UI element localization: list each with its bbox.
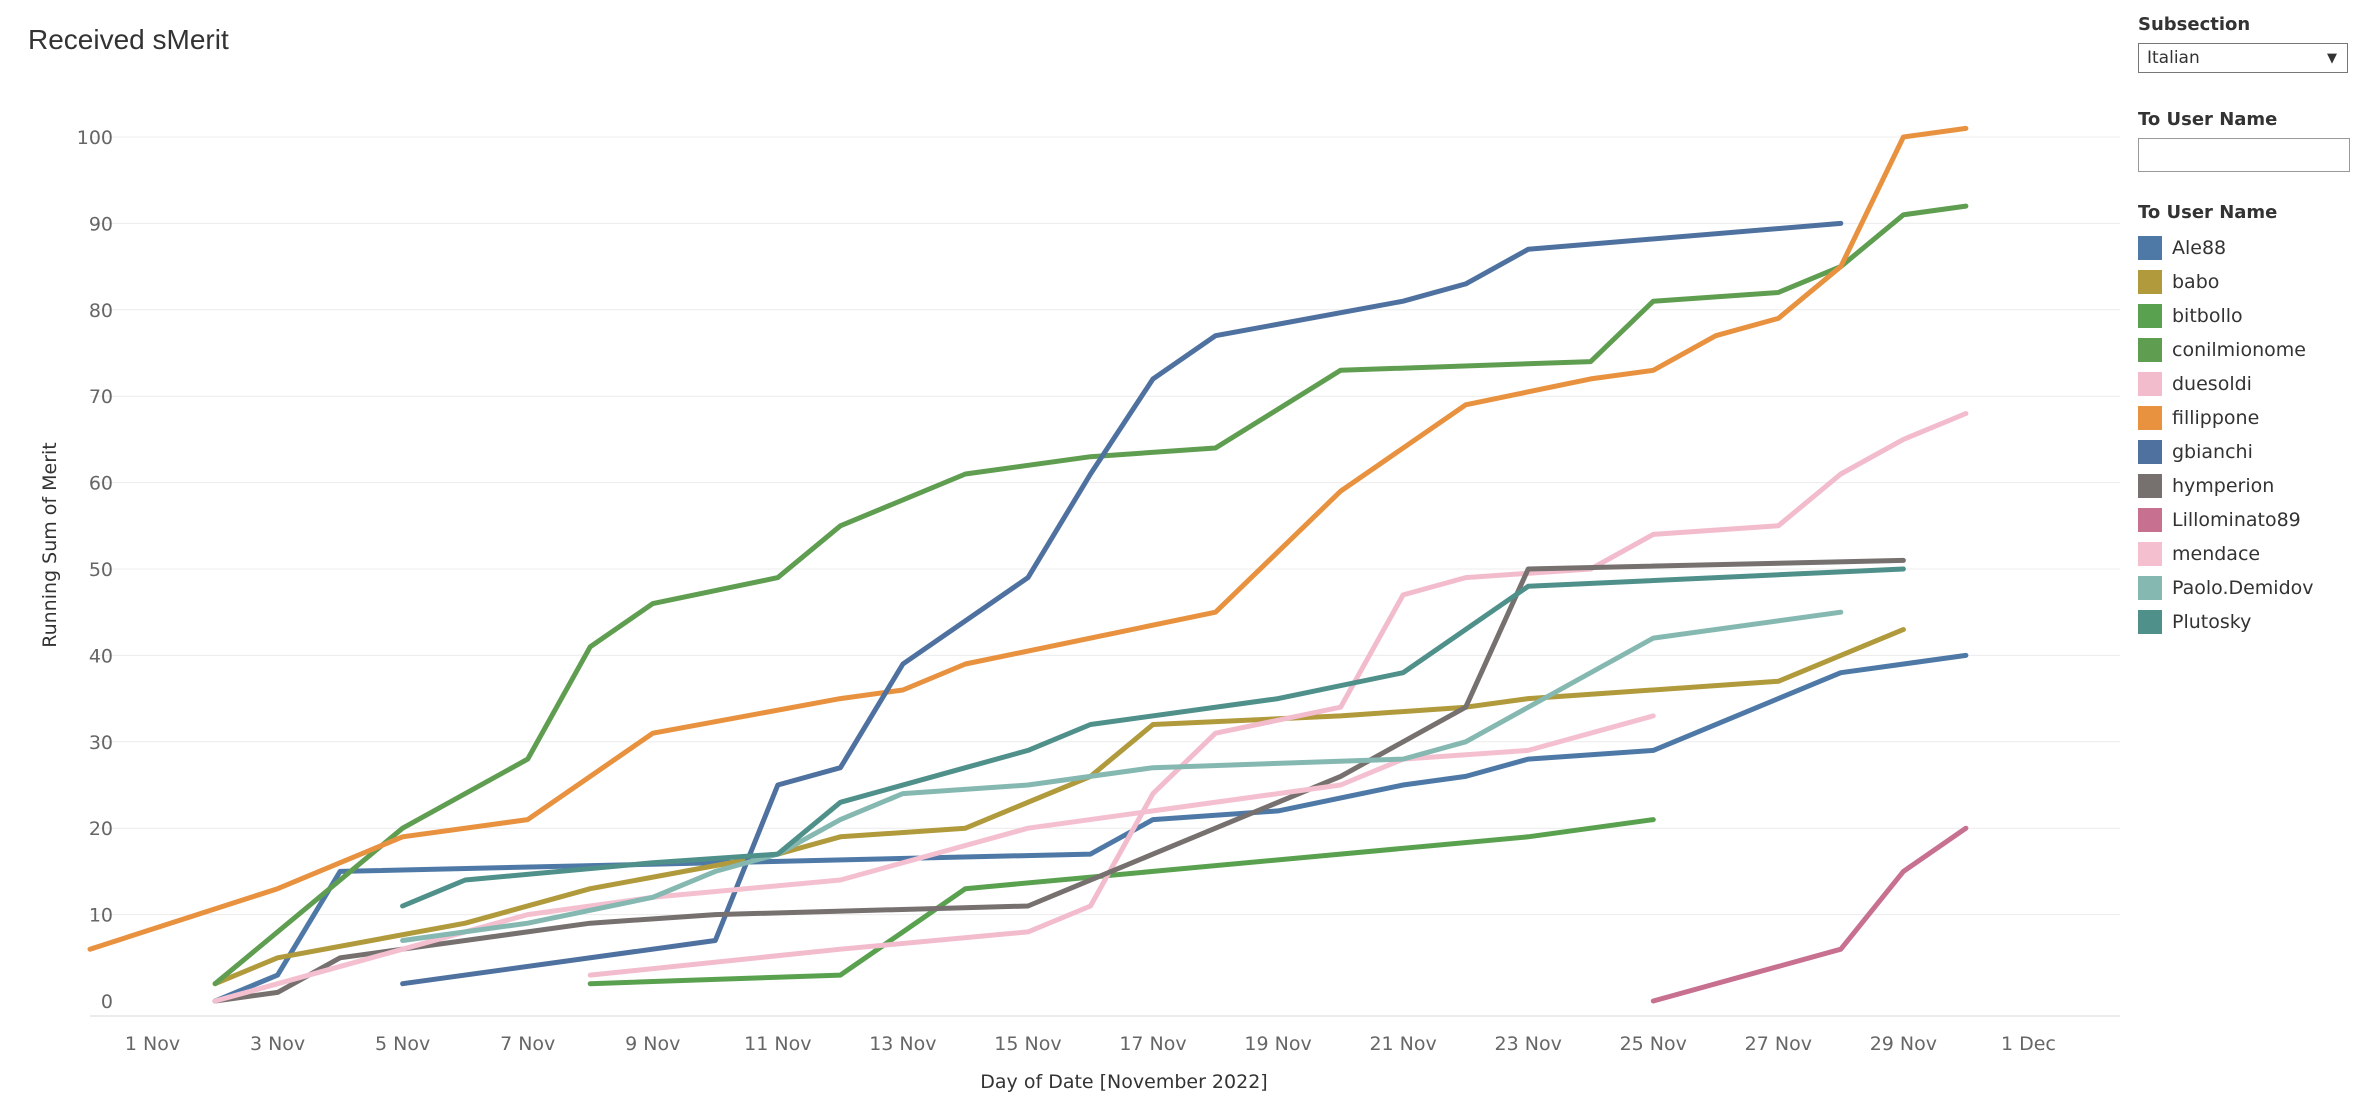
legend-title: To User Name bbox=[2138, 202, 2278, 223]
legend-item[interactable]: babo bbox=[2138, 265, 2358, 299]
user-search-label: To User Name bbox=[2138, 109, 2278, 130]
x-tick-label: 7 Nov bbox=[500, 1033, 555, 1055]
x-tick-label: 15 Nov bbox=[994, 1033, 1061, 1055]
x-tick-label: 25 Nov bbox=[1620, 1033, 1687, 1055]
user-search-input[interactable] bbox=[2138, 138, 2350, 172]
legend-swatch bbox=[2138, 542, 2162, 566]
legend-item[interactable]: duesoldi bbox=[2138, 367, 2358, 401]
x-tick-label: 29 Nov bbox=[1870, 1033, 1937, 1055]
legend-label: fillippone bbox=[2172, 407, 2260, 429]
legend-swatch bbox=[2138, 474, 2162, 498]
legend-item[interactable]: bitbollo bbox=[2138, 299, 2358, 333]
legend-item[interactable]: Lillominato89 bbox=[2138, 503, 2358, 537]
legend-swatch bbox=[2138, 440, 2162, 464]
x-tick-label: 13 Nov bbox=[869, 1033, 936, 1055]
y-tick-label: 80 bbox=[89, 300, 113, 322]
legend-label: Ale88 bbox=[2172, 237, 2227, 259]
x-tick-label: 17 Nov bbox=[1119, 1033, 1186, 1055]
subsection-dropdown-value: Italian bbox=[2147, 48, 2200, 68]
legend-item[interactable]: Ale88 bbox=[2138, 231, 2358, 265]
legend-item[interactable]: conilmionome bbox=[2138, 333, 2358, 367]
x-tick-label: 23 Nov bbox=[1495, 1033, 1562, 1055]
series-line-fillippone bbox=[87, 125, 1969, 952]
y-axis-title: Running Sum of Merit bbox=[39, 442, 61, 648]
y-tick-label: 40 bbox=[89, 645, 113, 667]
legend-swatch bbox=[2138, 270, 2162, 294]
y-tick-label: 0 bbox=[101, 991, 113, 1013]
series-line-plutosky bbox=[400, 566, 1906, 909]
series-line-lillominato89 bbox=[1650, 825, 1969, 1004]
series-line-duesoldi bbox=[587, 411, 1969, 978]
x-tick-label: 9 Nov bbox=[625, 1033, 680, 1055]
gridlines bbox=[90, 136, 2120, 1017]
legend-swatch bbox=[2138, 304, 2162, 328]
legend-swatch bbox=[2138, 508, 2162, 532]
series-line-paolo-demidov bbox=[400, 609, 1844, 943]
series-line-conilmionome bbox=[212, 203, 1969, 987]
x-axis-title: Day of Date [November 2022] bbox=[980, 1071, 1267, 1093]
x-tick-label: 3 Nov bbox=[250, 1033, 305, 1055]
series-line-ale88 bbox=[212, 652, 1969, 1004]
page-title: Received sMerit bbox=[28, 24, 229, 55]
legend-label: bitbollo bbox=[2172, 305, 2243, 327]
legend-swatch bbox=[2138, 372, 2162, 396]
legend-label: babo bbox=[2172, 271, 2220, 293]
filter-panel: Subsection Italian ▼ To User Name To Use… bbox=[2138, 14, 2358, 639]
legend-label: Lillominato89 bbox=[2172, 509, 2301, 531]
legend-label: Plutosky bbox=[2172, 611, 2252, 633]
series-line-hymperion bbox=[212, 557, 1906, 1004]
y-tick-label: 10 bbox=[89, 905, 113, 927]
legend-item[interactable]: fillippone bbox=[2138, 401, 2358, 435]
x-tick-label: 1 Nov bbox=[125, 1033, 180, 1055]
y-axis-ticks: 0 10 20 30 40 50 60 70 80 90 100 bbox=[77, 127, 113, 1013]
chevron-down-icon: ▼ bbox=[2327, 50, 2337, 66]
x-tick-label: 27 Nov bbox=[1745, 1033, 1812, 1055]
x-axis-ticks: 1 Nov 3 Nov 5 Nov 7 Nov 9 Nov 11 Nov 13 Nov 15 … bbox=[125, 1033, 2056, 1055]
legend-label: Paolo.Demidov bbox=[2172, 577, 2314, 599]
legend-label: hymperion bbox=[2172, 475, 2275, 497]
series-line-bitbollo bbox=[587, 817, 1656, 987]
x-tick-label: 11 Nov bbox=[744, 1033, 811, 1055]
series-line-gbianchi bbox=[400, 220, 1844, 987]
y-tick-label: 50 bbox=[89, 559, 113, 581]
legend: Ale88 babo bitbollo conilmionome duesoldi fil… bbox=[2138, 231, 2358, 639]
line-chart: 0 10 20 30 40 50 60 70 80 90 100 1 Nov 3 Nov 5 Nov 7 … bbox=[39, 125, 2120, 1093]
legend-swatch bbox=[2138, 236, 2162, 260]
legend-swatch bbox=[2138, 338, 2162, 362]
subsection-filter-label: Subsection bbox=[2138, 14, 2251, 35]
x-tick-label: 21 Nov bbox=[1369, 1033, 1436, 1055]
series-line-babo bbox=[212, 627, 1906, 987]
legend-item[interactable]: Paolo.Demidov bbox=[2138, 571, 2358, 605]
y-tick-label: 60 bbox=[89, 473, 113, 495]
legend-label: gbianchi bbox=[2172, 441, 2253, 463]
legend-item[interactable]: gbianchi bbox=[2138, 435, 2358, 469]
x-tick-label: 1 Dec bbox=[2001, 1033, 2056, 1055]
legend-label: conilmionome bbox=[2172, 339, 2306, 361]
y-tick-label: 70 bbox=[89, 386, 113, 408]
x-tick-label: 19 Nov bbox=[1244, 1033, 1311, 1055]
legend-label: mendace bbox=[2172, 543, 2261, 565]
y-tick-label: 20 bbox=[89, 818, 113, 840]
legend-label: duesoldi bbox=[2172, 373, 2252, 395]
legend-swatch bbox=[2138, 406, 2162, 430]
y-tick-label: 100 bbox=[77, 127, 113, 149]
legend-item[interactable]: hymperion bbox=[2138, 469, 2358, 503]
legend-item[interactable]: mendace bbox=[2138, 537, 2358, 571]
series-lines bbox=[87, 125, 1969, 1004]
y-tick-label: 30 bbox=[89, 732, 113, 754]
series-line-mendace bbox=[212, 713, 1656, 1004]
legend-swatch bbox=[2138, 610, 2162, 634]
subsection-dropdown[interactable]: Italian ▼ bbox=[2138, 43, 2348, 73]
legend-item[interactable]: Plutosky bbox=[2138, 605, 2358, 639]
x-tick-label: 5 Nov bbox=[375, 1033, 430, 1055]
y-tick-label: 90 bbox=[89, 213, 113, 235]
legend-swatch bbox=[2138, 576, 2162, 600]
